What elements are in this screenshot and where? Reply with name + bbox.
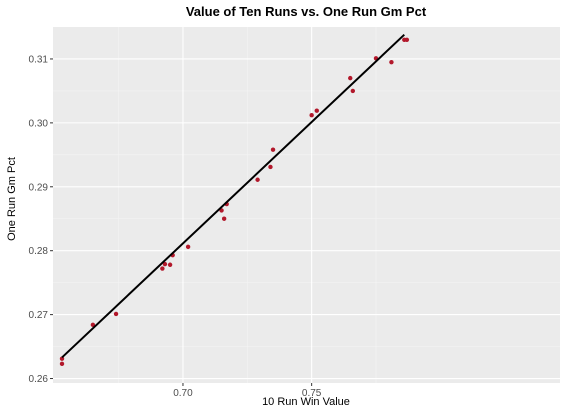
data-point [350, 88, 356, 94]
data-point [160, 266, 165, 271]
data-points [59, 37, 410, 367]
data-point [404, 37, 410, 42]
y-tick-label: 0.29 [29, 182, 49, 193]
data-point [59, 361, 65, 367]
data-point [268, 164, 273, 170]
x-axis-title: 10 Run Win Value [262, 396, 350, 408]
data-point [113, 311, 119, 317]
y-tick-label: 0.30 [29, 118, 49, 129]
data-point [255, 177, 260, 182]
data-point [314, 108, 319, 113]
y-tick-label: 0.26 [29, 374, 49, 385]
y-tick-label: 0.31 [29, 54, 49, 65]
y-axis-ticks: 0.26 0.27 0.28 0.29 0.30 0.31 [29, 54, 53, 385]
minor-gridlines [53, 27, 560, 383]
x-tick-label: 0.70 [173, 388, 193, 399]
data-point [167, 262, 173, 267]
y-axis-title: One Run Gm Pct [6, 157, 18, 241]
plot-panel [53, 27, 560, 383]
data-point [162, 261, 168, 267]
major-gridlines [53, 27, 560, 383]
data-point [185, 244, 191, 250]
trend-line [61, 33, 405, 359]
x-tick-label: 0.75 [302, 388, 322, 399]
data-point [348, 75, 353, 81]
x-axis-ticks: 0.70 0.75 [173, 383, 322, 399]
data-point [270, 147, 276, 152]
y-tick-label: 0.27 [29, 310, 49, 321]
chart-title: Value of Ten Runs vs. One Run Gm Pct [186, 4, 427, 19]
data-point [221, 216, 227, 221]
data-point [389, 59, 394, 65]
y-tick-label: 0.28 [29, 246, 49, 257]
data-point [309, 113, 314, 118]
